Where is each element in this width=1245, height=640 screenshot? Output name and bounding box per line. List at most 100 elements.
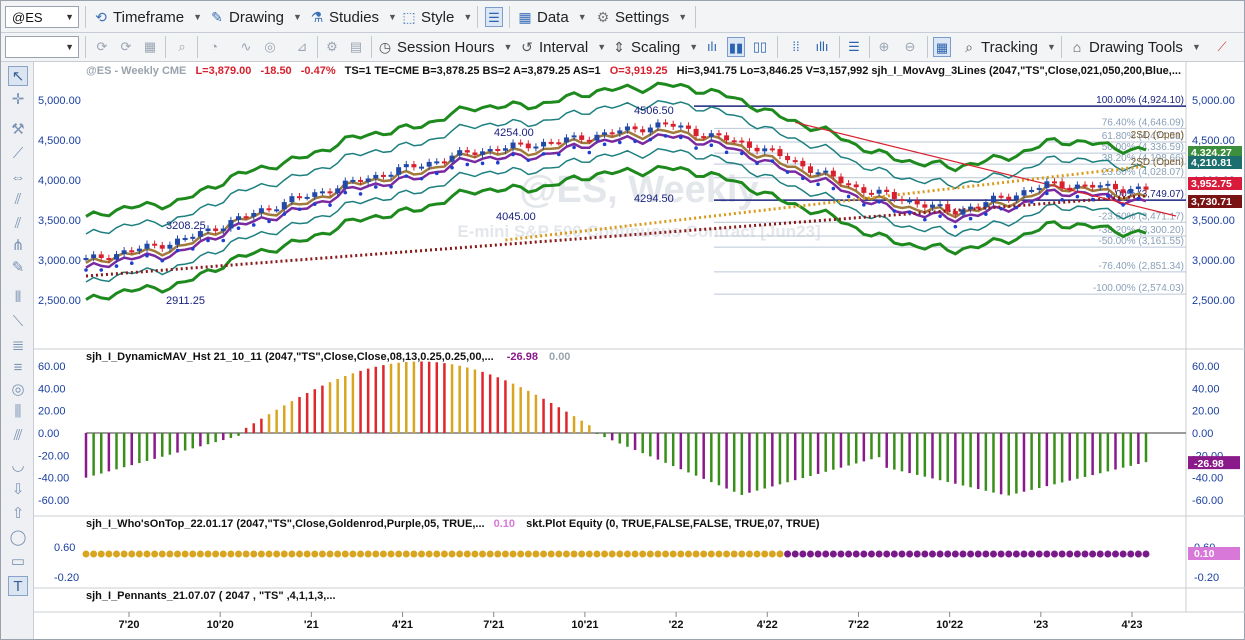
wot-dot (715, 550, 723, 558)
candle-body (1082, 184, 1088, 187)
grid-icon[interactable]: ▦ (143, 39, 157, 54)
wot-dot (684, 550, 692, 558)
candle-body (1013, 195, 1019, 200)
wot-dot (1081, 550, 1089, 558)
wot-dot (639, 550, 647, 558)
candle-body (998, 195, 1004, 198)
volume-bars-icon[interactable]: ıllı (815, 39, 829, 54)
right-price-tick: 3,500.00 (1192, 215, 1235, 227)
wrench-icon[interactable]: ⚒ (11, 121, 25, 138)
candle-body (403, 164, 409, 168)
wot-dot (745, 550, 753, 558)
zoom-out-icon[interactable]: ⊖ (904, 39, 916, 54)
drawing-button[interactable]: ✎ Drawing ▼ (209, 5, 302, 29)
fib-extension-icon[interactable]: ≡ (13, 359, 23, 376)
settings-small-icon[interactable]: ⚙ (326, 39, 338, 54)
text-icon[interactable]: T (8, 576, 28, 596)
wot-dot (334, 550, 342, 558)
candle-body (983, 202, 989, 207)
chevron-down-icon: ▼ (65, 12, 74, 22)
layout-icon[interactable]: ☰ (485, 7, 503, 27)
wave-icon[interactable]: ∿ (240, 39, 252, 54)
candle-body (182, 237, 188, 240)
left-price-tick: 4,500.00 (38, 135, 81, 147)
symbol-combo[interactable]: @ES ▼ (5, 6, 79, 28)
wot-dot (128, 550, 136, 558)
annotation-mid: 4294.50 (634, 193, 674, 205)
candlestick-icon[interactable]: ▮▮ (727, 37, 745, 57)
fib-circles-icon[interactable]: ◎ (11, 381, 25, 398)
ma-dot (663, 134, 668, 138)
left-price-tick: 2,500.00 (38, 295, 81, 307)
settings-button[interactable]: ⚙ Settings ▼ (595, 5, 687, 29)
chevron-down-icon: ▼ (388, 12, 397, 22)
format-icon[interactable]: ▤ (349, 39, 363, 54)
left-price-tick: 3,500.00 (38, 215, 81, 227)
interval-combo[interactable]: ▼ (5, 36, 79, 58)
arrow-down-icon[interactable]: ⇩ (11, 481, 25, 498)
candle-body (899, 199, 905, 202)
arrow-up-icon[interactable]: ⇧ (11, 505, 25, 522)
gann-icon[interactable]: ⟍ (12, 313, 24, 330)
data-button[interactable]: ▦ Data ▼ (517, 5, 586, 29)
ray-icon[interactable]: ⫽ (14, 215, 22, 232)
candle-body (647, 127, 653, 133)
wot-dot (486, 550, 494, 558)
vertical-lines-icon[interactable]: ⫴ (14, 289, 22, 306)
dots-icon[interactable]: ⁞⁞ (792, 39, 800, 54)
right-price-tick: 3,000.00 (1192, 255, 1235, 267)
settings-label: Settings (615, 8, 670, 26)
chart-icon[interactable]: ⊿ (296, 39, 308, 54)
wot-dot (1073, 550, 1081, 558)
rectangle-icon[interactable]: ▭ (10, 553, 26, 570)
chart-area[interactable]: @ES, Weekly E-mini S&P 500 Continuous Co… (34, 62, 1245, 640)
ma-dot (1090, 197, 1095, 202)
fib-time-icon[interactable]: ⫼ (14, 403, 22, 420)
gauge-icon[interactable]: ◔ (210, 39, 218, 54)
style-button[interactable]: ⬚ Style ▼ (401, 5, 472, 29)
timeframe-label: Timeframe (113, 8, 185, 26)
arc-icon[interactable]: ◡ (11, 457, 25, 474)
tracking-button[interactable]: ⌕ Tracking ▼ (961, 35, 1056, 59)
refresh-icon[interactable]: ⟳ (96, 39, 108, 54)
candle-body (251, 212, 257, 217)
candle-body (441, 161, 447, 164)
watermark: @ES, Weekly E-mini S&P 500 Continuous Co… (457, 169, 820, 241)
wot-dot (1089, 550, 1097, 558)
zoom-chart-icon[interactable]: ⌕ (178, 39, 186, 54)
drawing-tools-button[interactable]: ⌂ Drawing Tools ▼ (1069, 35, 1201, 59)
scope-icon[interactable]: ◎ (264, 39, 276, 54)
wot-dot (631, 550, 639, 558)
hollow-candle-icon[interactable]: ▯▯ (752, 39, 768, 54)
data-window-icon[interactable]: ▦ (933, 37, 951, 57)
left-hist-tick: 20.00 (38, 406, 66, 418)
ohlc-bar-icon[interactable]: ılı (706, 39, 718, 54)
pen-icon[interactable]: ✎ (11, 259, 25, 276)
timeframe-button[interactable]: ⟲ Timeframe ▼ (93, 5, 202, 29)
horizontal-line-icon[interactable]: ⇔ (10, 169, 26, 186)
trendline-icon[interactable]: ⟋ (12, 145, 24, 162)
whos-on-top-title: sjh_I_Who'sOnTop_22.01.17 (2047,"TS",Clo… (86, 518, 485, 530)
cursor-icon[interactable]: ↖ (8, 66, 28, 86)
pitchfork-icon[interactable]: ⋔ (11, 237, 25, 254)
interval-button[interactable]: ↺ Interval ▼ (519, 35, 606, 59)
panes-icon[interactable]: ☰ (848, 39, 860, 54)
chevron-down-icon: ▼ (503, 42, 513, 52)
refresh-all-icon[interactable]: ⟳ (120, 39, 132, 54)
ellipse-icon[interactable]: ◯ (9, 529, 27, 546)
wot-dot (448, 550, 456, 558)
scaling-button[interactable]: ⇕ Scaling ▼ (611, 35, 698, 59)
session-hours-button[interactable]: ◷ Session Hours ▼ (377, 35, 513, 59)
studies-button[interactable]: ⚗ Studies ▼ (309, 5, 397, 29)
candle-body (739, 140, 745, 143)
fib-retracement-icon[interactable]: ≣ (11, 337, 25, 354)
separator (477, 6, 478, 28)
wot-dot (677, 550, 685, 558)
eraser-icon[interactable]: ⟋ (1217, 39, 1227, 54)
zoom-in-icon[interactable]: ⊕ (878, 39, 890, 54)
candle-body (419, 166, 425, 169)
speed-lines-icon[interactable]: ⫻ (13, 427, 23, 444)
crosshair-icon[interactable]: ✛ (11, 91, 25, 108)
ma-dot (312, 202, 317, 207)
channel-icon[interactable]: ⫽ (14, 191, 22, 208)
